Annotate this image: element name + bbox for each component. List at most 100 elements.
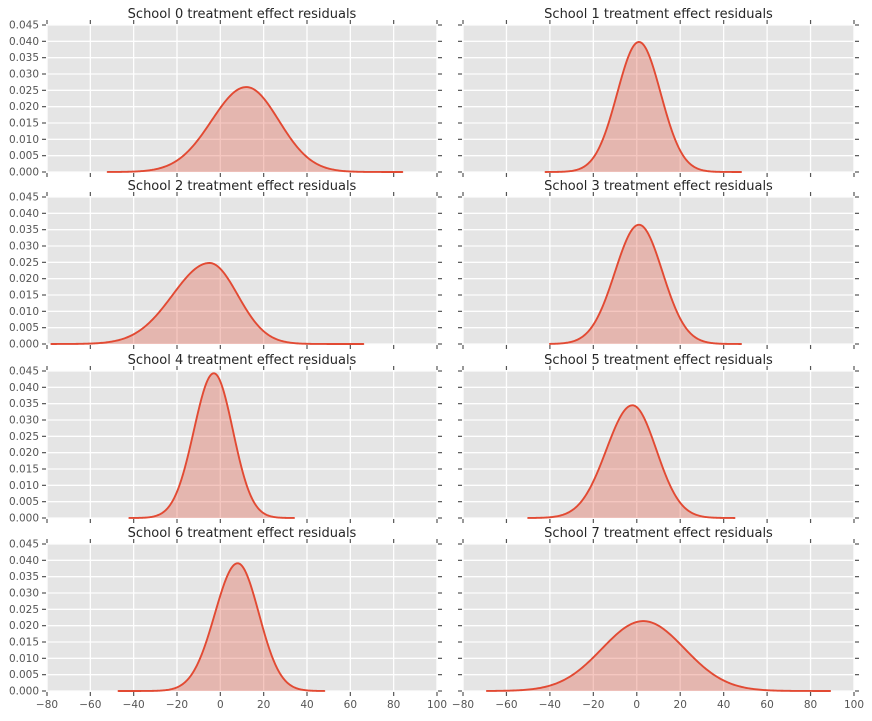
subplot-title: School 2 treatment effect residuals <box>128 179 357 194</box>
x-tick-label: 0 <box>633 699 640 711</box>
y-tick-label: 0.030 <box>9 69 39 81</box>
axis-ticks <box>458 366 859 523</box>
axis-ticks <box>458 192 859 349</box>
plot-area <box>463 371 854 518</box>
subplot-title: School 4 treatment effect residuals <box>128 353 357 368</box>
x-tick-label: −40 <box>123 699 145 711</box>
y-tick-label: 0.030 <box>9 241 39 253</box>
kde-curve <box>548 223 742 345</box>
x-tick-label: 0 <box>217 699 224 711</box>
subplot-school-4: School 4 treatment effect residuals 0.000… <box>9 353 442 525</box>
axis-ticks <box>42 192 442 349</box>
gridlines <box>46 196 438 345</box>
y-tick-label: 0.000 <box>9 339 39 351</box>
x-tick-label: 100 <box>844 699 864 711</box>
subplot-school-0: School 0 treatment effect residuals 0.000… <box>9 7 442 179</box>
y-tick-label: 0.030 <box>9 588 39 600</box>
x-tick-label: 20 <box>257 699 270 711</box>
x-tick-label: −20 <box>166 699 188 711</box>
x-tick-label: −80 <box>452 699 474 711</box>
y-tick-label: 0.015 <box>9 118 39 130</box>
y-tick-label: 0.040 <box>9 36 39 48</box>
y-tick-label: 0.035 <box>9 571 39 583</box>
x-tick-label: −60 <box>79 699 101 711</box>
y-tick-label: 0.010 <box>9 480 39 492</box>
gridlines <box>46 543 438 692</box>
x-tick-label: −40 <box>539 699 561 711</box>
y-tick-label: 0.010 <box>9 134 39 146</box>
subplot-school-7: School 7 treatment effect residuals −80 −6… <box>452 526 864 711</box>
plot-area <box>47 544 437 691</box>
subplot-title: School 3 treatment effect residuals <box>544 179 773 194</box>
y-tick-label: 0.005 <box>9 322 39 334</box>
kde-curve <box>128 372 295 519</box>
y-tick-label: 0.020 <box>9 620 39 632</box>
y-tick-label: 0.015 <box>9 464 39 476</box>
y-tick-label: 0.045 <box>9 366 39 378</box>
y-tick-label: 0.035 <box>9 224 39 236</box>
x-tick-label: 40 <box>717 699 730 711</box>
axis-ticks <box>458 20 859 177</box>
gridlines <box>462 196 855 345</box>
y-tick-label: 0.015 <box>9 290 39 302</box>
y-tick-label: 0.005 <box>9 150 39 162</box>
y-tick-label: 0.010 <box>9 306 39 318</box>
y-tick-label: 0.025 <box>9 604 39 616</box>
y-tick-label: 0.020 <box>9 101 39 113</box>
x-tick-label: 60 <box>760 699 773 711</box>
y-tick-label: 0.035 <box>9 398 39 410</box>
x-tick-label: −20 <box>582 699 604 711</box>
subplot-school-2: School 2 treatment effect residuals 0.000… <box>9 179 442 351</box>
axis-ticks <box>42 20 442 177</box>
y-tick-label: 0.005 <box>9 669 39 681</box>
subplot-school-6: School 6 treatment effect residuals −80 −6… <box>9 526 447 711</box>
kde-curve <box>544 41 742 173</box>
gridlines <box>46 370 438 519</box>
y-tick-label: 0.045 <box>9 539 39 551</box>
y-tick-label: 0.005 <box>9 496 39 508</box>
y-tick-label: 0.020 <box>9 273 39 285</box>
y-tick-label: 0.025 <box>9 431 39 443</box>
x-tick-label: −60 <box>495 699 517 711</box>
plot-area <box>463 197 854 344</box>
y-tick-label: 0.035 <box>9 52 39 64</box>
x-tick-label: 80 <box>804 699 817 711</box>
axis-ticks <box>458 539 859 696</box>
subplot-title: School 5 treatment effect residuals <box>544 353 773 368</box>
y-tick-label: 0.040 <box>9 382 39 394</box>
y-tick-label: 0.015 <box>9 637 39 649</box>
y-tick-label: 0.025 <box>9 85 39 97</box>
subplot-school-5: School 5 treatment effect residuals <box>458 353 859 523</box>
x-tick-label: 80 <box>387 699 400 711</box>
axis-ticks <box>42 366 442 523</box>
x-tick-label: −80 <box>36 699 58 711</box>
subplot-title: School 0 treatment effect residuals <box>128 7 357 22</box>
kde-curve <box>117 562 326 692</box>
subplot-title: School 6 treatment effect residuals <box>128 526 357 541</box>
kde-curve <box>527 404 736 519</box>
plot-area <box>47 197 437 344</box>
y-tick-label: 0.025 <box>9 257 39 269</box>
plot-area <box>47 25 437 172</box>
kde-curve <box>485 620 832 692</box>
x-tick-label: 100 <box>427 699 447 711</box>
y-tick-label: 0.000 <box>9 513 39 525</box>
kde-curve <box>106 86 404 173</box>
y-tick-label: 0.040 <box>9 555 39 567</box>
x-tick-label: 60 <box>344 699 357 711</box>
plot-area <box>463 544 854 691</box>
y-tick-label: 0.010 <box>9 653 39 665</box>
y-tick-label: 0.000 <box>9 686 39 698</box>
gridlines <box>462 370 855 519</box>
gridlines <box>462 24 855 173</box>
y-tick-label: 0.040 <box>9 208 39 220</box>
axis-ticks <box>42 539 442 696</box>
y-tick-label: 0.000 <box>9 167 39 179</box>
plot-area <box>47 371 437 518</box>
subplot-title: School 7 treatment effect residuals <box>544 526 773 541</box>
subplot-school-3: School 3 treatment effect residuals <box>458 179 859 349</box>
kde-curve <box>50 262 365 345</box>
y-tick-label: 0.020 <box>9 447 39 459</box>
